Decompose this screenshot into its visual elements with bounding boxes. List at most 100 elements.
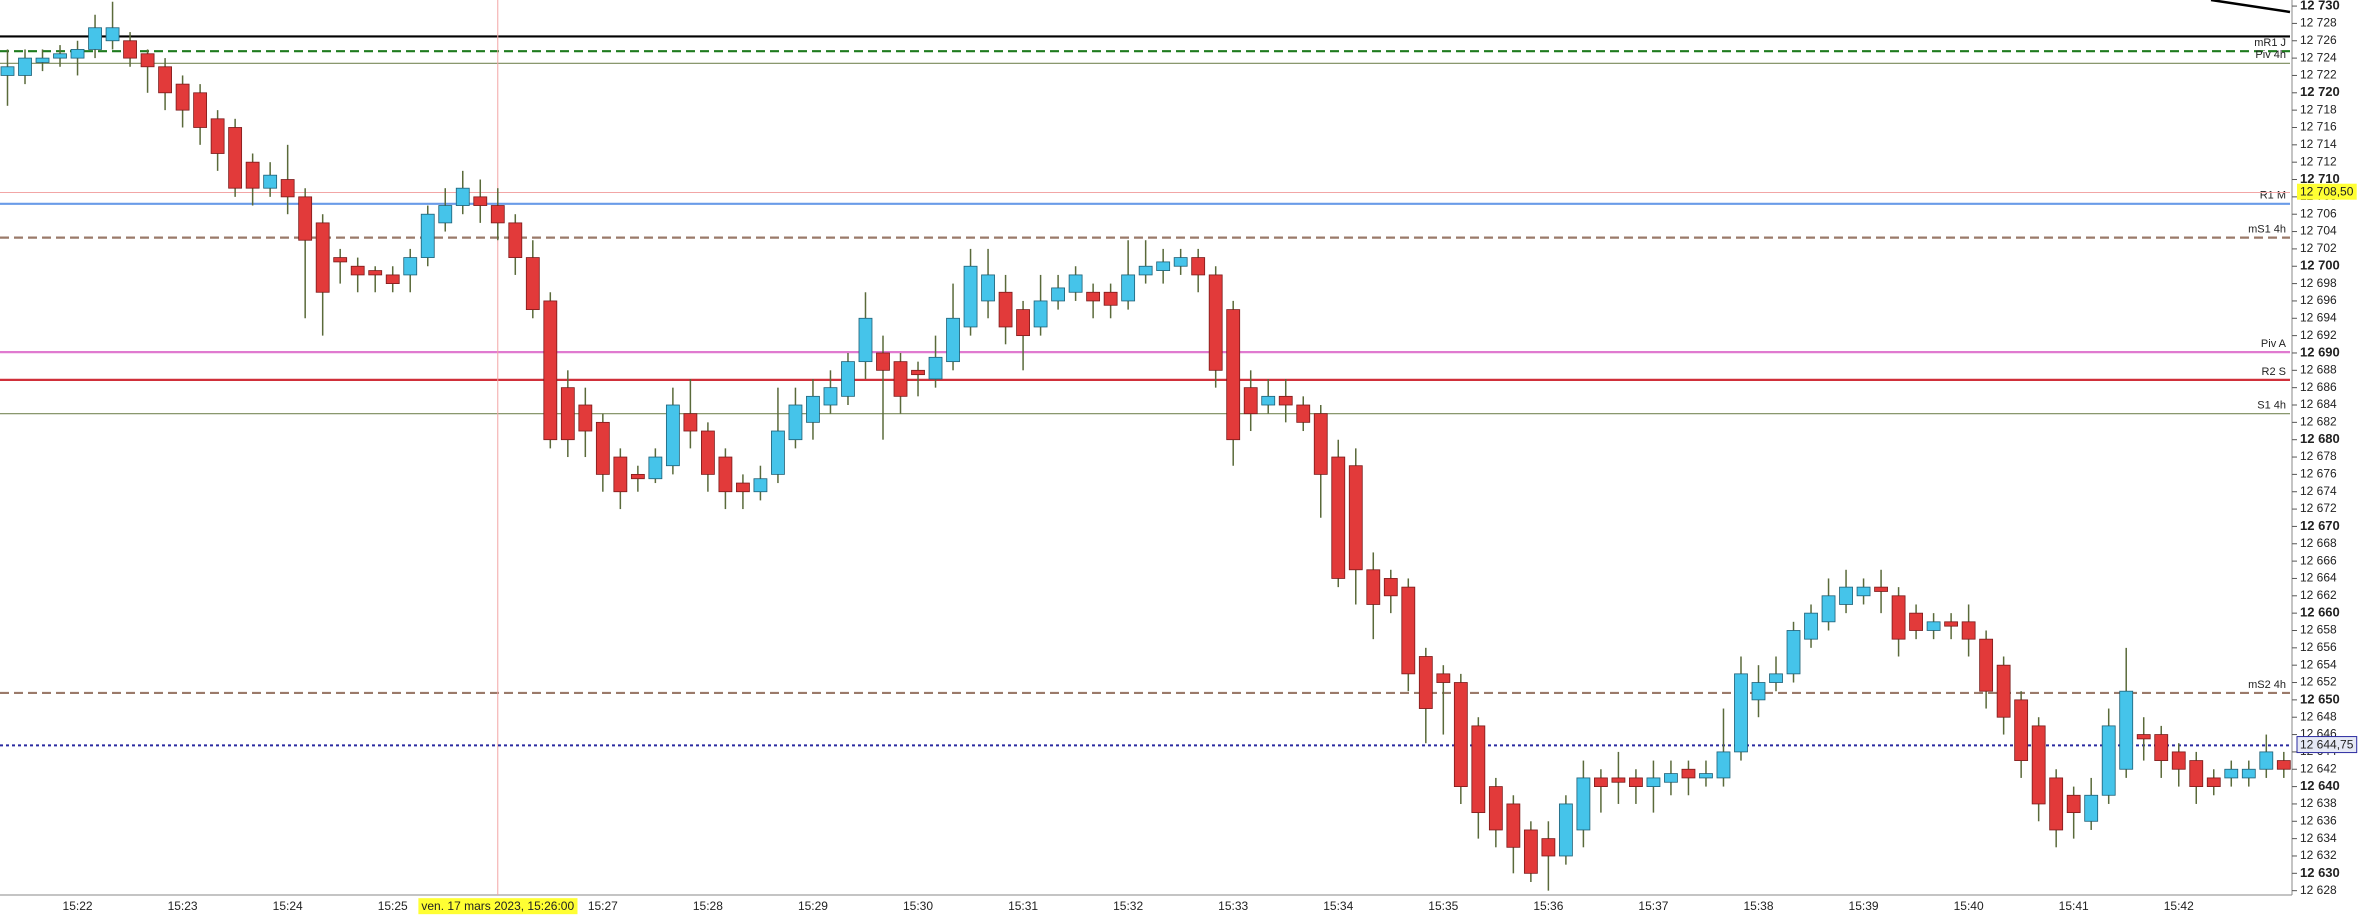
candle-body <box>508 222 523 258</box>
candle-body <box>2119 690 2134 770</box>
candle-body <box>1979 638 1994 692</box>
x-tick-label: 15:34 <box>1323 899 1353 913</box>
candle-body <box>1996 664 2011 718</box>
candle-body <box>823 387 838 406</box>
candle-body <box>1208 274 1223 371</box>
candle-body <box>1033 300 1048 328</box>
y-tick-label: 12 682 <box>2300 415 2337 429</box>
candle-body <box>858 317 873 363</box>
y-tick-label: 12 676 <box>2300 467 2337 481</box>
candle-body <box>2276 760 2291 770</box>
y-tick-label: 12 680 <box>2300 431 2340 446</box>
y-tick-label: 12 702 <box>2300 241 2337 255</box>
candle-body <box>893 361 908 397</box>
candle-body <box>473 196 488 206</box>
candle-body <box>1278 395 1293 406</box>
y-tick-label: 12 652 <box>2300 675 2337 689</box>
y-tick-label: 12 672 <box>2300 501 2337 515</box>
candle-body <box>1488 786 1503 831</box>
x-tick-label: 15:27 <box>588 899 618 913</box>
candle-body <box>1769 673 1783 683</box>
candle-body <box>263 174 278 189</box>
level-label: S1 4h <box>2257 400 2286 412</box>
x-tick-label: 15:37 <box>1638 899 1668 913</box>
candle-body <box>1821 595 1836 623</box>
candle-body <box>1156 261 1171 271</box>
candle-body <box>228 127 243 189</box>
candle-body <box>1191 257 1206 276</box>
candle-body <box>648 456 663 480</box>
x-tick-label: 15:31 <box>1008 899 1038 913</box>
candle-body <box>1594 777 1608 787</box>
candle-body <box>1068 274 1083 293</box>
y-tick-label: 12 630 <box>2300 865 2340 880</box>
candle-body <box>350 265 365 276</box>
candle-body <box>158 66 172 94</box>
candle-body <box>1121 274 1136 302</box>
x-tick-label: 15:29 <box>798 899 828 913</box>
x-tick-label: 15:30 <box>903 899 933 913</box>
y-tick-label: 12 670 <box>2300 518 2340 533</box>
candle-body <box>543 300 558 441</box>
candle-body <box>1664 773 1678 783</box>
y-tick-label: 12 678 <box>2300 449 2337 463</box>
candle-body <box>876 352 890 371</box>
level-label: Piv A <box>2261 338 2287 350</box>
candle-body <box>806 395 820 423</box>
candle-body <box>1646 777 1661 787</box>
y-tick-label: 12 718 <box>2300 102 2337 116</box>
y-tick-label: 12 686 <box>2300 380 2337 394</box>
y-tick-label: 12 698 <box>2300 276 2337 290</box>
candle-body <box>1961 621 1976 640</box>
y-tick-label: 12 714 <box>2300 137 2337 151</box>
candle-body <box>2206 777 2221 787</box>
y-tick-label: 12 712 <box>2300 154 2337 168</box>
y-tick-label: 12 690 <box>2300 344 2340 359</box>
candle-body <box>630 473 645 480</box>
candle-body <box>595 421 610 475</box>
y-tick-label: 12 664 <box>2300 571 2337 585</box>
y-tick-label: 12 632 <box>2300 848 2337 862</box>
candle-body <box>788 404 803 441</box>
y-tick-label: 12 660 <box>2300 605 2340 620</box>
x-tick-label: 15:25 <box>378 899 408 913</box>
y-tick-label: 12 696 <box>2300 293 2337 307</box>
candle-body <box>771 430 785 475</box>
candle-body <box>911 369 925 376</box>
candle-body <box>1173 257 1188 267</box>
level-label: Piv 4h <box>2255 49 2286 61</box>
candle-body <box>2241 768 2256 779</box>
candle-body <box>385 274 400 284</box>
candle-body <box>280 179 295 198</box>
candle-body <box>2171 751 2186 770</box>
candle-body <box>245 161 260 189</box>
y-tick-label: 12 636 <box>2300 813 2337 827</box>
y-tick-label: 12 694 <box>2300 310 2337 324</box>
x-tick-label: 15:24 <box>273 899 303 913</box>
candle-body <box>2014 699 2029 761</box>
candle-body <box>753 478 768 493</box>
candle-body <box>333 257 348 263</box>
candle-body <box>1541 838 1556 857</box>
y-tick-label: 12 710 <box>2300 171 2340 186</box>
candle-body <box>53 53 67 59</box>
trend-line <box>2210 0 2291 14</box>
candle-body <box>420 213 435 258</box>
y-tick-label: 12 654 <box>2300 657 2337 671</box>
x-tick-label: 15:32 <box>1113 899 1143 913</box>
candle-body <box>981 274 995 302</box>
candle-body <box>455 187 470 206</box>
candle-body <box>1383 578 1398 597</box>
x-tick-label: 15:35 <box>1428 899 1458 913</box>
candle-body <box>1926 621 1941 631</box>
x-tick-label: 15:40 <box>1954 899 1984 913</box>
candle-body <box>1558 803 1573 857</box>
candle-body <box>1086 291 1101 302</box>
candle-body <box>665 404 680 467</box>
level-label: R2 S <box>2262 366 2286 378</box>
candle-body <box>841 361 855 397</box>
y-tick-label: 12 716 <box>2300 120 2337 134</box>
candle-body <box>683 413 698 432</box>
candle-body <box>1138 265 1153 276</box>
